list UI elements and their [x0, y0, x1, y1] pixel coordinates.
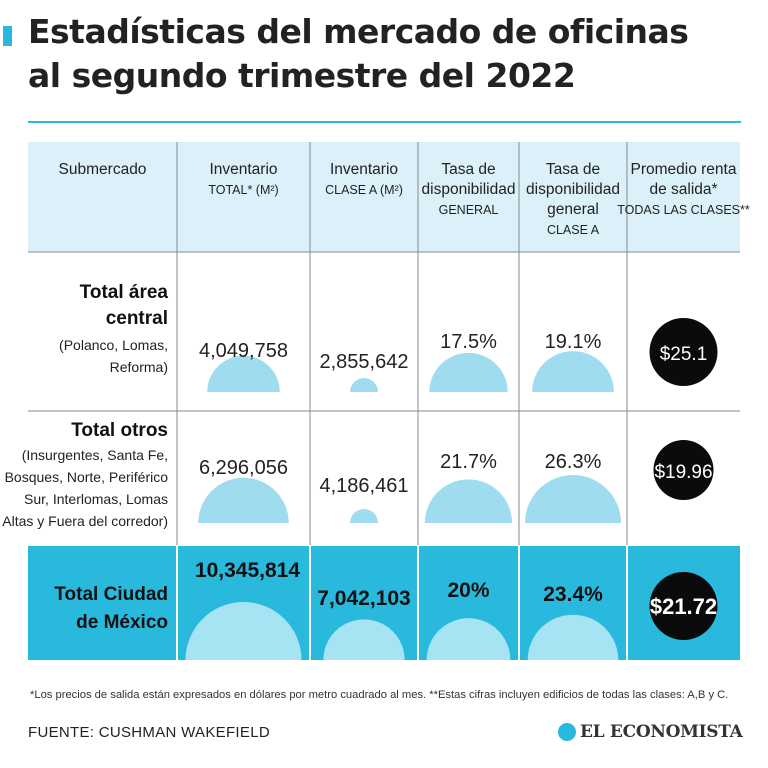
renta-circle [649, 318, 718, 386]
renta-circle [649, 572, 718, 640]
row-detail: Altas y Fuera del corredor) [2, 513, 168, 529]
tasa-clase-a-bubble [525, 475, 621, 523]
row-label: central [106, 308, 168, 329]
row-label: Total otros [71, 420, 168, 441]
column-header-sub: TODAS LAS CLASES** [617, 203, 750, 217]
inventario-clase-a-value: 2,855,642 [320, 351, 409, 373]
column-header: disponibilidad [526, 181, 620, 198]
row-label: Total área [80, 282, 169, 303]
column-header: disponibilidad [422, 181, 516, 198]
inventario-clase-a-bubble [323, 619, 405, 660]
tasa-clase-a-value: 19.1% [545, 331, 602, 353]
tasa-clase-a-bubble [532, 351, 614, 392]
row-label: Total Ciudad [54, 584, 168, 605]
e-logo-icon [558, 723, 576, 741]
column-header: Tasa de [441, 161, 495, 178]
renta-value: $21.72 [650, 594, 717, 619]
column-header: Inventario [330, 161, 398, 178]
column-header-sub: CLASE A [547, 223, 600, 237]
renta-value: $19.96 [654, 462, 712, 483]
inventario-clase-a-value: 7,042,103 [317, 587, 410, 610]
title-line-1: Estadísticas del mercado de oficinas [28, 12, 689, 51]
column-header-sub: TOTAL* (M²) [208, 183, 278, 197]
brand-logo: EL ECONOMISTA [558, 722, 743, 742]
inventario-clase-a-bubble [350, 378, 378, 392]
inventario-total-bubble [207, 355, 280, 392]
inventario-total-value: 4,049,758 [199, 340, 288, 362]
inventario-total-value: 10,345,814 [195, 559, 300, 582]
tasa-general-value: 20% [447, 579, 489, 602]
title-accent-bar [3, 26, 12, 46]
row-detail: Sur, Interlomas, Lomas [24, 491, 168, 507]
source-label: FUENTE: CUSHMAN WAKEFIELD [28, 724, 270, 741]
row-detail: Bosques, Norte, Periférico [5, 469, 169, 485]
tasa-general-bubble [424, 479, 513, 523]
inventario-clase-a-bubble [349, 508, 379, 523]
tasa-general-value: 21.7% [440, 451, 497, 473]
header-row-bg [28, 142, 740, 252]
brand-name: EL ECONOMISTA [580, 722, 743, 742]
row-detail: Reforma) [110, 359, 168, 375]
column-header: general [547, 201, 599, 218]
row-detail: (Insurgentes, Santa Fe, [22, 447, 168, 463]
tasa-general-bubble [426, 618, 511, 660]
column-header-sub: CLASE A (M²) [325, 183, 403, 197]
tasa-general-value: 17.5% [440, 331, 497, 353]
inventario-total-bubble [185, 602, 302, 660]
page-title: Estadísticas del mercado de oficinas al … [28, 10, 758, 98]
column-header: Submercado [59, 161, 147, 178]
inventario-total-bubble [198, 477, 289, 523]
tasa-clase-a-value: 23.4% [543, 583, 603, 606]
title-divider [28, 121, 741, 123]
inventario-total-value: 6,296,056 [199, 457, 288, 479]
column-header: Tasa de [546, 161, 600, 178]
column-header: Inventario [209, 161, 277, 178]
row-detail: (Polanco, Lomas, [59, 337, 168, 353]
footnote: *Los precios de salida están expresados … [30, 689, 729, 701]
inventario-clase-a-value: 4,186,461 [320, 475, 409, 497]
renta-value: $25.1 [660, 344, 708, 365]
column-header: de salida* [649, 181, 717, 198]
column-header-sub: GENERAL [439, 203, 499, 217]
row-label: de México [76, 612, 168, 633]
column-header: Promedio renta [631, 161, 737, 178]
title-line-2: al segundo trimestre del 2022 [28, 56, 576, 95]
tasa-general-bubble [429, 352, 508, 392]
renta-circle [653, 440, 714, 500]
tasa-clase-a-value: 26.3% [545, 451, 602, 473]
tasa-clase-a-bubble [527, 614, 619, 660]
